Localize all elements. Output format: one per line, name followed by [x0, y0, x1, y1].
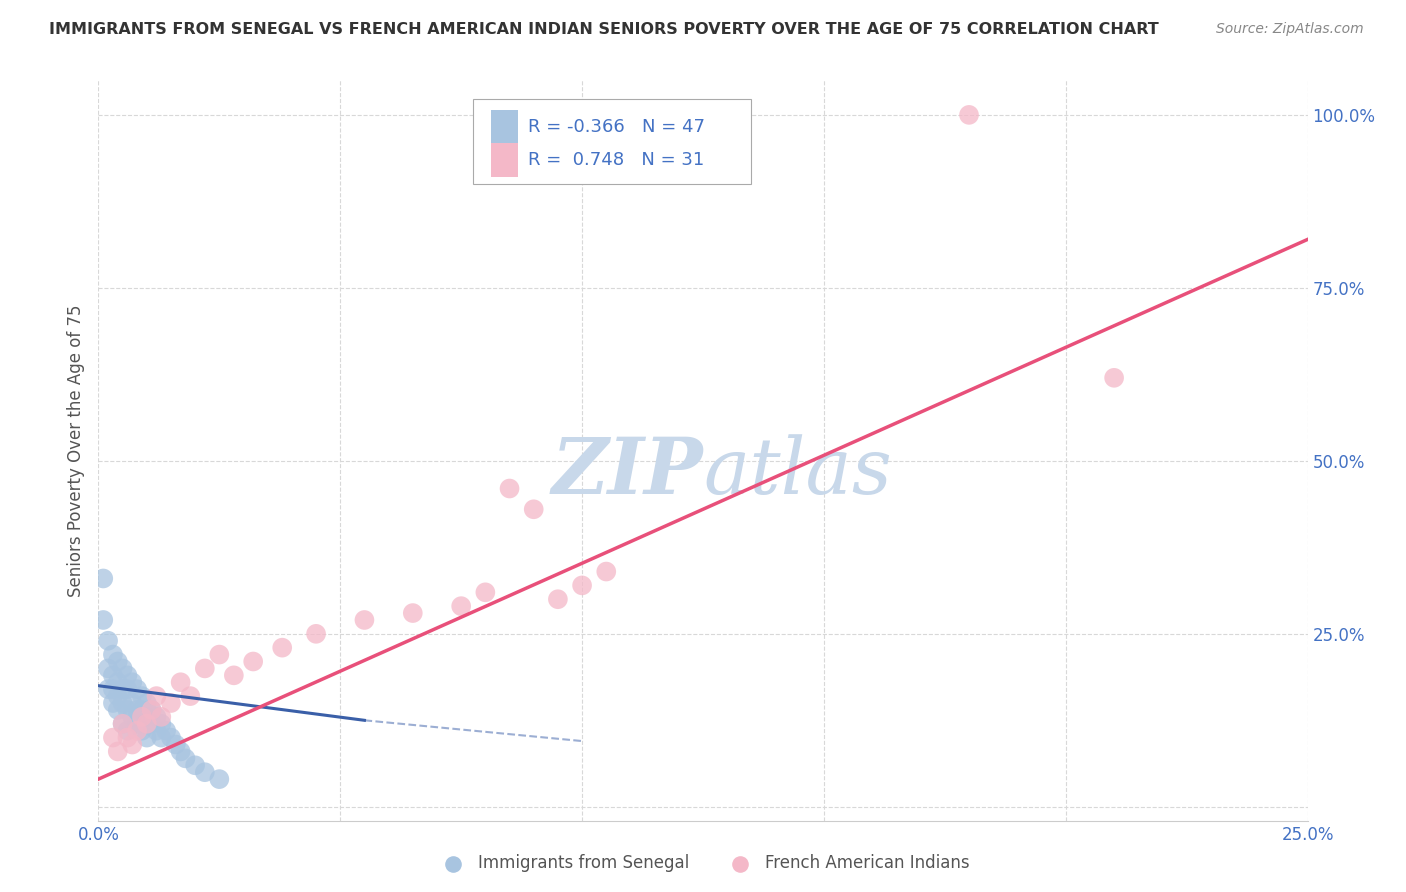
Point [121, 675, 143, 690]
Point [107, 655, 129, 669]
Point [402, 606, 425, 620]
Point [208, 772, 231, 786]
Point [101, 648, 124, 662]
Point [111, 716, 134, 731]
Bar [492, 144, 517, 177]
Text: Source: ZipAtlas.com: Source: ZipAtlas.com [1216, 22, 1364, 37]
Point [547, 592, 569, 607]
Point [97, 633, 120, 648]
Point [127, 723, 149, 738]
Point [160, 731, 183, 745]
Point [1102, 371, 1125, 385]
Point [91, 613, 114, 627]
Point [595, 565, 617, 579]
Point [135, 710, 157, 724]
Point [150, 731, 173, 745]
Point [97, 682, 120, 697]
Point [117, 731, 139, 745]
Point [271, 640, 294, 655]
Point [111, 682, 134, 697]
Point [194, 661, 217, 675]
Point [145, 710, 167, 724]
Point [353, 613, 375, 627]
Point [101, 731, 124, 745]
Text: ZIP: ZIP [551, 434, 703, 511]
Point [165, 738, 187, 752]
Point [222, 668, 245, 682]
Point [117, 668, 139, 682]
Point [242, 655, 264, 669]
Point [957, 108, 980, 122]
Point [135, 731, 157, 745]
Point [174, 751, 197, 765]
Point [107, 675, 129, 690]
Point [155, 723, 177, 738]
Point [101, 696, 124, 710]
Point [474, 585, 496, 599]
Point [91, 572, 114, 586]
Point [127, 703, 149, 717]
Point [169, 744, 191, 758]
Point [145, 689, 167, 703]
Point [101, 682, 124, 697]
Point [169, 675, 191, 690]
Legend: Immigrants from Senegal, French American Indians: Immigrants from Senegal, French American… [430, 847, 976, 879]
Point [135, 696, 157, 710]
Bar [492, 110, 517, 144]
Point [111, 661, 134, 675]
Point [305, 627, 328, 641]
Point [150, 716, 173, 731]
Point [179, 689, 201, 703]
Point [184, 758, 207, 772]
Point [141, 703, 163, 717]
Point [121, 710, 143, 724]
Point [571, 578, 593, 592]
Point [131, 703, 153, 717]
Text: IMMIGRANTS FROM SENEGAL VS FRENCH AMERICAN INDIAN SENIORS POVERTY OVER THE AGE O: IMMIGRANTS FROM SENEGAL VS FRENCH AMERIC… [49, 22, 1159, 37]
Point [135, 716, 157, 731]
Point [121, 696, 143, 710]
Point [117, 723, 139, 738]
Point [145, 723, 167, 738]
Point [131, 710, 153, 724]
Point [127, 716, 149, 731]
Text: R =  0.748   N = 31: R = 0.748 N = 31 [527, 152, 704, 169]
Point [121, 738, 143, 752]
Point [97, 661, 120, 675]
Point [450, 599, 472, 614]
Point [107, 703, 129, 717]
Point [141, 703, 163, 717]
Point [117, 682, 139, 697]
Point [107, 744, 129, 758]
Point [131, 689, 153, 703]
Text: atlas: atlas [703, 434, 891, 511]
Y-axis label: Seniors Poverty Over the Age of 75: Seniors Poverty Over the Age of 75 [66, 304, 84, 597]
Point [111, 696, 134, 710]
Point [127, 682, 149, 697]
Point [523, 502, 546, 516]
Point [101, 668, 124, 682]
Point [141, 716, 163, 731]
Point [160, 696, 183, 710]
Point [117, 703, 139, 717]
Point [498, 482, 520, 496]
Text: R = -0.366   N = 47: R = -0.366 N = 47 [527, 118, 704, 136]
Point [131, 723, 153, 738]
FancyBboxPatch shape [474, 99, 751, 184]
Point [208, 648, 231, 662]
Point [107, 689, 129, 703]
Point [150, 710, 173, 724]
Point [111, 716, 134, 731]
Point [194, 765, 217, 780]
